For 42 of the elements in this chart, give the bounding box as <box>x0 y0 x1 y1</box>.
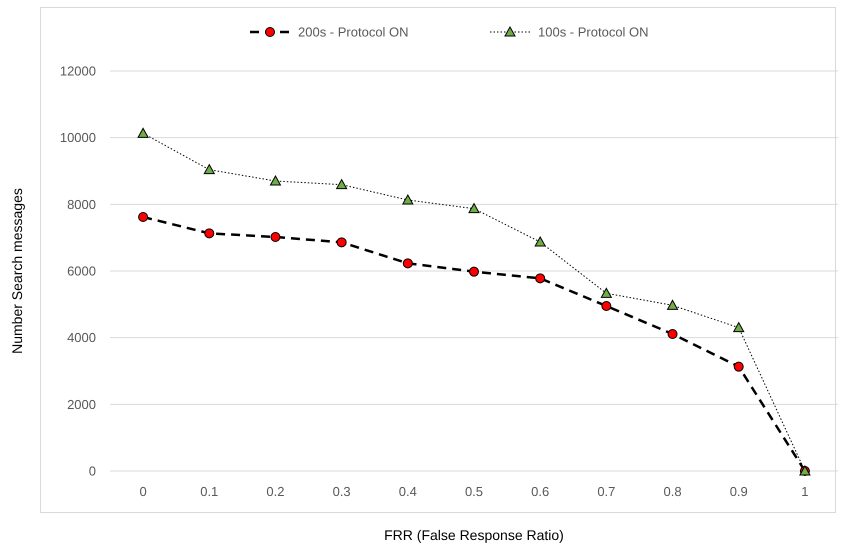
x-axis-title: FRR (False Response Ratio) <box>384 527 564 543</box>
point <box>270 176 281 186</box>
x-tick-label: 0.7 <box>597 484 616 499</box>
y-tick-label: 8000 <box>67 196 96 212</box>
point <box>535 273 546 284</box>
point <box>204 228 214 238</box>
x-tick-label: 0.4 <box>398 484 417 499</box>
x-tick-label: 0.8 <box>664 484 682 499</box>
y-tick-label: 0 <box>88 464 96 479</box>
point <box>204 164 215 174</box>
point <box>469 266 479 277</box>
point <box>667 300 678 310</box>
point <box>138 128 149 138</box>
x-tick-label: 0 <box>139 484 147 499</box>
y-tick-label: 12000 <box>60 64 96 79</box>
x-tick-label: 0.5 <box>464 484 484 499</box>
point <box>336 179 348 190</box>
x-tick-label: 0.9 <box>730 484 748 499</box>
point <box>734 362 744 372</box>
y-tick-label: 6000 <box>67 264 96 279</box>
x-tick-label: 1 <box>801 484 809 499</box>
y-tick-label: 10000 <box>60 130 96 146</box>
legend-label: 200s - Protocol ON <box>298 24 409 40</box>
point <box>138 212 148 222</box>
point <box>336 237 347 248</box>
y-tick-label: 2000 <box>67 396 96 412</box>
point <box>534 236 546 246</box>
x-tick-label: 0.2 <box>266 484 284 499</box>
y-axis-title: Number Search messages <box>9 188 25 354</box>
x-tick-label: 0.1 <box>200 484 218 499</box>
legend-label: 100s - Protocol ON <box>538 24 649 40</box>
y-tick-label: 4000 <box>67 330 96 346</box>
x-tick-label: 0.3 <box>332 484 351 499</box>
point <box>468 203 480 214</box>
point <box>402 194 414 204</box>
point <box>402 258 413 268</box>
x-tick-label: 0.6 <box>531 484 550 499</box>
point <box>733 322 744 332</box>
point <box>600 288 612 298</box>
point <box>668 329 678 339</box>
point <box>270 232 280 242</box>
point <box>601 301 612 311</box>
